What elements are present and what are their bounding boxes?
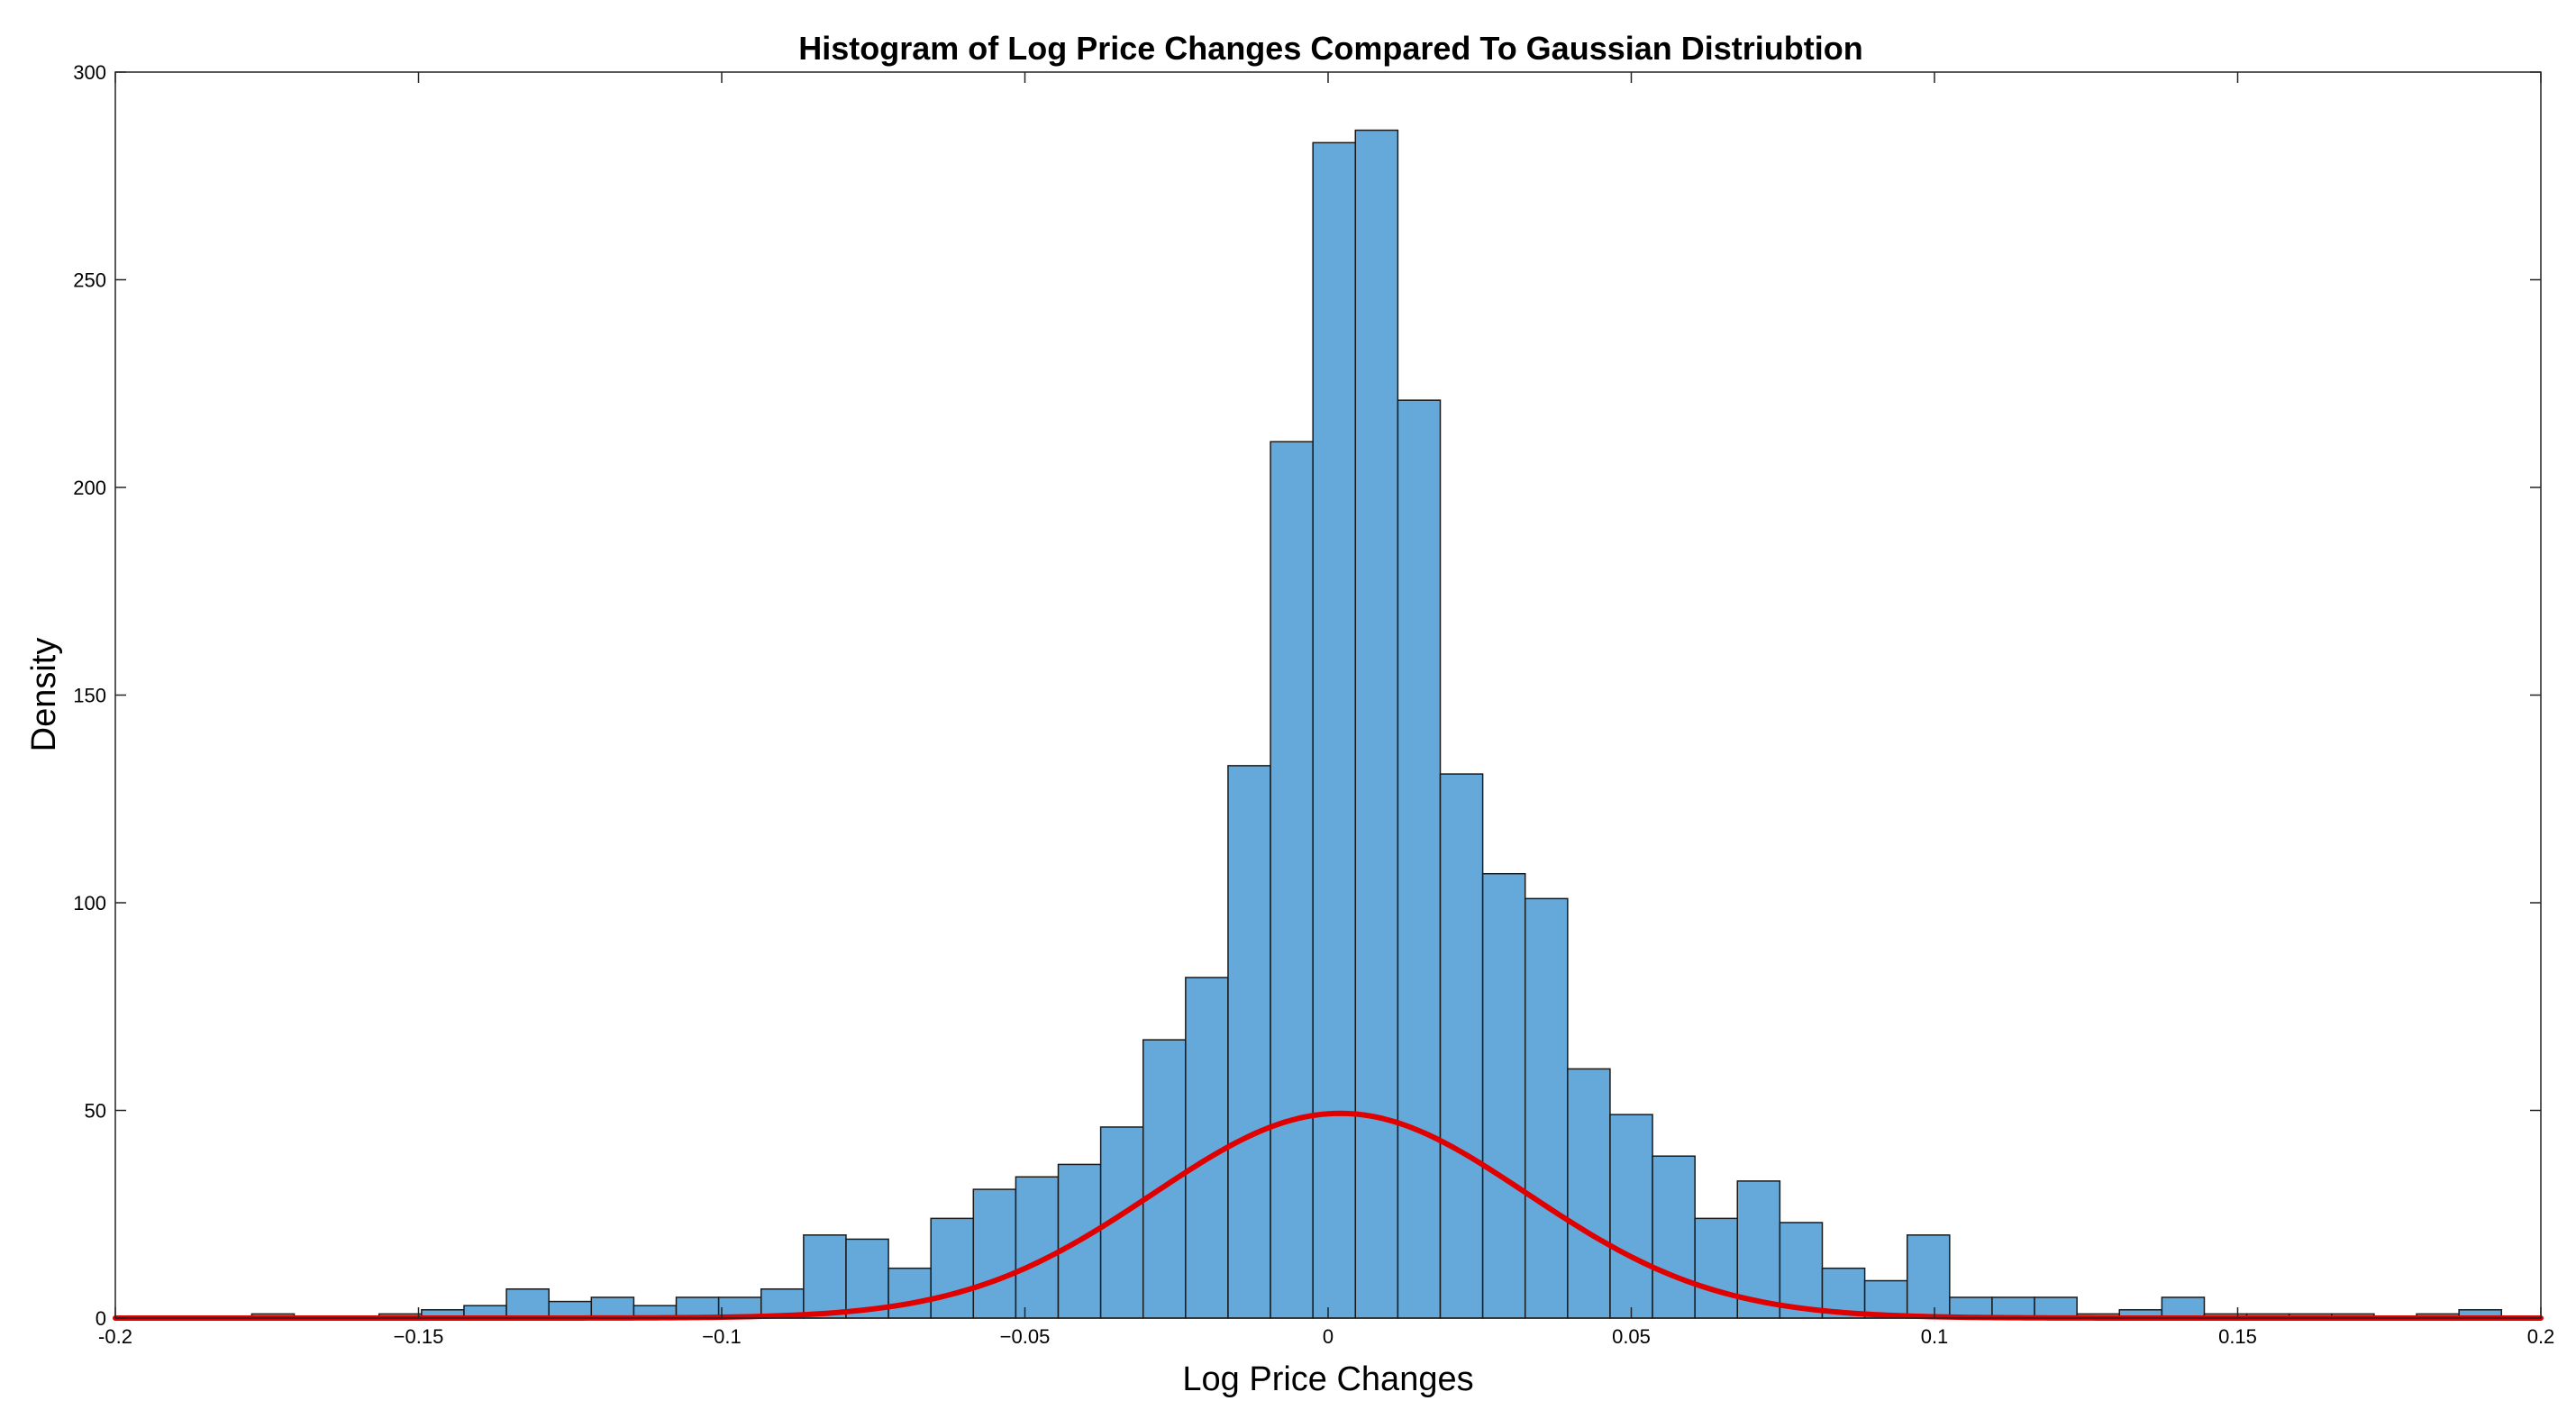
histogram-bar [2161,1296,2206,1319]
histogram-bar [1652,1155,1696,1319]
histogram-bar [1312,141,1357,1319]
histogram-bar [1227,765,1271,1319]
axis-ticks: -0.2 −0.15 −0.1 −0.05 0 0.05 0.1 0.15 0.2 0 50 100 1… [73,61,2554,1348]
y-axis-label: Density [25,638,63,752]
x-tick-label: −0.15 [394,1325,444,1348]
histogram-bar [1906,1234,1951,1319]
histogram-bar [930,1217,975,1319]
x-tick-label: -0.2 [98,1325,132,1348]
y-tick-label: 300 [73,61,106,84]
x-tick-label: 0 [1323,1325,1334,1348]
histogram-bars [250,129,2503,1319]
histogram-bar [1609,1114,1653,1319]
histogram-bar [1481,872,1526,1319]
histogram-bar [1694,1217,1739,1319]
y-tick-label: 100 [73,892,106,914]
x-tick-label: −0.05 [1000,1325,1051,1348]
histogram-bar [972,1188,1017,1319]
x-tick-label: 0.05 [1612,1325,1651,1348]
histogram-bar [845,1238,889,1319]
histogram-bar [1779,1222,1824,1319]
histogram-bar [887,1267,932,1319]
histogram-bar [1015,1176,1060,1319]
histogram-bar [1567,1068,1611,1319]
histogram-bar [590,1296,635,1319]
y-tick-label: 50 [85,1100,106,1123]
x-tick-label: −0.1 [702,1325,741,1348]
chart-title: Histogram of Log Price Changes Compared … [798,30,1862,67]
histogram-bar [2034,1296,2078,1319]
y-tick-label: 150 [73,685,106,707]
y-tick-label: 200 [73,477,106,499]
histogram-bar [1270,441,1314,1319]
histogram-bar [803,1234,847,1319]
x-tick-label: 0.1 [1921,1325,1949,1348]
histogram-bar [505,1287,550,1319]
y-tick-label: 250 [73,269,106,292]
histogram-bar [1397,399,1442,1319]
x-axis-label: Log Price Changes [1182,1360,1473,1398]
y-tick-label: 0 [96,1307,106,1330]
histogram-bar [1439,773,1484,1319]
histogram-bar [1354,129,1399,1319]
x-tick-label: 0.2 [2527,1325,2555,1348]
histogram-bar [1524,897,1569,1319]
x-tick-label: 0.15 [2218,1325,2257,1348]
